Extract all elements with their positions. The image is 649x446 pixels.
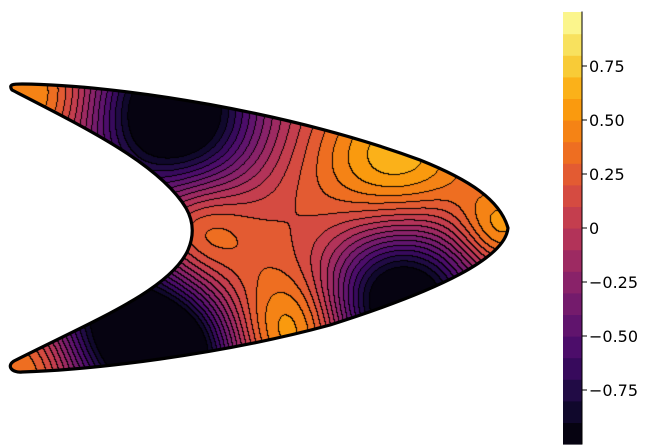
colorbar-band: [563, 379, 582, 402]
colorbar-band: [563, 76, 582, 99]
colorbar-band: [563, 400, 582, 423]
colorbar-band: [563, 12, 582, 35]
colorbar-band: [563, 292, 582, 315]
colorbar-band: [563, 33, 582, 56]
colorbar-tick-label: −0.25: [589, 273, 638, 292]
colorbar-band: [563, 249, 582, 272]
colorbar-band: [563, 163, 582, 186]
colorbar-band: [563, 336, 582, 359]
colorbar-band: [563, 98, 582, 121]
colorbar-band: [563, 357, 582, 380]
colorbar-band: [563, 422, 582, 445]
colorbar-tick-label: 0.50: [589, 111, 625, 130]
colorbar-tick-label: 0.25: [589, 165, 625, 184]
colorbar-tick-label: 0: [589, 219, 599, 238]
colorbar-band: [563, 228, 582, 251]
colorbar-band: [563, 141, 582, 164]
colorbar-band: [563, 120, 582, 143]
colorbar: 0.75 0.50 0.25 0 −0.25 −0.50 −0.75: [563, 11, 638, 445]
colorbar-band: [563, 314, 582, 337]
colorbar-band: [563, 206, 582, 229]
colorbar-ticks: 0.75 0.50 0.25 0 −0.25 −0.50 −0.75: [582, 57, 638, 400]
colorbar-bands: [563, 12, 582, 445]
colorbar-tick-label: −0.50: [589, 327, 638, 346]
colorbar-tick-label: 0.75: [589, 57, 625, 76]
colorbar-band: [563, 271, 582, 294]
colorbar-band: [563, 184, 582, 207]
region-boundary: [8, 82, 510, 374]
colorbar-band: [563, 55, 582, 78]
colorbar-tick-label: −0.75: [589, 381, 638, 400]
